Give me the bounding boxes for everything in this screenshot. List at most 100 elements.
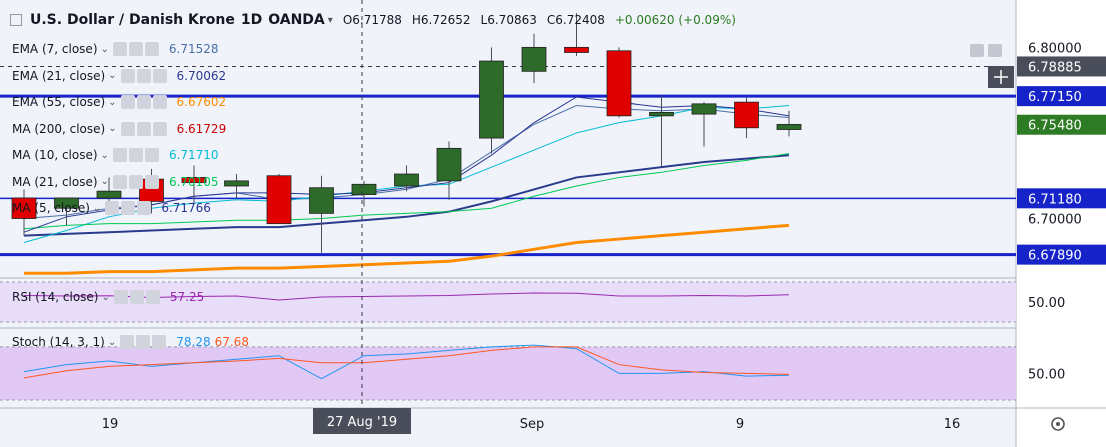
indicator-label: EMA (21, close) [12, 68, 106, 83]
close-icon[interactable] [137, 201, 152, 215]
collapse-icon[interactable] [10, 14, 22, 26]
eye-icon[interactable] [120, 121, 135, 136]
indicator-value: 6.71766 [161, 201, 211, 215]
settings-gear-icon[interactable] [1051, 417, 1065, 431]
settings-icon[interactable] [136, 95, 151, 109]
candle-body [691, 103, 717, 115]
rsi-label: RSI (14, close) [12, 290, 99, 304]
candle-body [224, 180, 249, 187]
stoch-d-line [23, 346, 790, 379]
price-tick-label: 6.70000 [1028, 213, 1082, 228]
ohlc-close: C6.72408 [546, 13, 605, 27]
settings-icon[interactable] [136, 121, 151, 136]
pane-buttons-icon[interactable] [970, 44, 1002, 57]
eye-icon[interactable] [120, 95, 135, 109]
indicator-label: MA (10, close) [12, 148, 98, 162]
settings-icon[interactable] [129, 290, 144, 304]
ohlc-low: L6.70863 [480, 13, 537, 27]
ohlc-change: +0.00620 (+0.09%) [614, 13, 736, 27]
chevron-down-icon[interactable]: ⌄ [100, 149, 109, 161]
overlay-ma21 [23, 152, 790, 230]
close-icon[interactable] [152, 335, 167, 349]
chevron-down-icon[interactable]: ⌄ [108, 96, 117, 108]
candles [11, 13, 802, 253]
indicator-label: EMA (55, close) [12, 95, 106, 109]
price-axis[interactable]: 6.80000 6.70000 6.78885 6.77150 6.75480 6.711… [1017, 41, 1106, 382]
legend-buttons [112, 148, 159, 162]
price-badge-label: 6.75480 [1028, 119, 1082, 134]
close-icon[interactable] [144, 42, 159, 56]
indicator-value: 6.70062 [176, 68, 227, 83]
crosshair-time-badge [313, 408, 411, 434]
chevron-down-icon[interactable]: ⌄ [100, 43, 109, 55]
settings-icon[interactable] [121, 201, 136, 215]
close-icon[interactable] [144, 174, 159, 189]
rsi-legend-row[interactable]: RSI (14, close) ⌄ 57.25 [12, 290, 204, 304]
indicator-legend-row[interactable]: MA (21, close) ⌄ 6.70105 [12, 174, 219, 189]
settings-icon[interactable] [128, 174, 143, 189]
symbol-title[interactable]: U.S. Dollar / Danish Krone [30, 12, 235, 28]
legend-buttons [112, 174, 159, 189]
price-badge [1017, 56, 1106, 77]
close-icon[interactable] [152, 68, 167, 83]
candle-body [734, 101, 759, 129]
chevron-down-icon[interactable]: ⌄ [108, 70, 117, 81]
price-badge-label: 6.71180 [1028, 192, 1082, 207]
stoch-band [0, 346, 1016, 401]
stoch-value: 78.28 [176, 335, 211, 349]
settings-icon[interactable] [128, 148, 143, 162]
close-icon[interactable] [144, 148, 159, 162]
chevron-down-icon[interactable]: ⌄ [100, 176, 109, 187]
chevron-down-icon[interactable]: ⌄ [108, 123, 117, 134]
price-tick-label: 6.80000 [1028, 41, 1082, 56]
indicator-legend-row[interactable]: EMA (7, close) ⌄ 6.71528 [12, 42, 219, 56]
chevron-down-icon[interactable]: ⌄ [101, 291, 110, 303]
candle-body [181, 177, 207, 183]
indicator-legend-row[interactable]: MA (200, close) ⌄ 6.61729 [12, 121, 226, 136]
candle-body [521, 46, 547, 72]
settings-icon[interactable] [128, 42, 143, 56]
legend-buttons [120, 121, 167, 136]
candle-body [11, 197, 37, 219]
candle-body [479, 60, 504, 139]
eye-icon[interactable] [112, 174, 127, 189]
indicator-value: 6.71710 [168, 148, 219, 162]
eye-icon[interactable] [112, 148, 127, 162]
chevron-down-icon[interactable]: ▾ [327, 14, 333, 26]
indicator-legend-row[interactable]: EMA (21, close) ⌄ 6.70062 [12, 68, 227, 83]
exchange-label: OANDA [268, 12, 325, 28]
close-icon[interactable] [152, 121, 167, 136]
indicator-value: 6.70105 [168, 174, 219, 189]
close-icon[interactable] [152, 95, 167, 109]
eye-icon[interactable] [105, 201, 120, 215]
rsi-value: 57.25 [169, 290, 205, 304]
interval-label[interactable]: 1D [240, 12, 263, 28]
close-icon[interactable] [145, 290, 160, 304]
indicator-legend-row[interactable]: EMA (55, close) ⌄ 6.67602 [12, 95, 226, 109]
settings-icon[interactable] [136, 68, 151, 83]
settings-icon[interactable] [136, 335, 151, 349]
eye-icon[interactable] [112, 42, 127, 56]
crosshair-time-label: 27 Aug '19 [327, 415, 397, 430]
stoch-legend-row[interactable]: Stoch (14, 3, 1) ⌄ 78.28 67.68 [12, 335, 249, 349]
eye-icon[interactable] [120, 68, 135, 83]
time-axis[interactable]: 19 Sep 9 16 27 Aug '19 [102, 408, 961, 434]
candle-body [394, 173, 419, 187]
chevron-down-icon[interactable]: ⌄ [92, 202, 102, 214]
time-tick-label: 19 [102, 417, 119, 432]
indicator-legend-row[interactable]: MA (10, close) ⌄ 6.71710 [12, 148, 219, 162]
candle-body [266, 175, 292, 225]
indicator-label: MA (200, close) [12, 121, 106, 136]
candle-body [96, 190, 122, 199]
candle-body [309, 187, 334, 214]
add-alert-plus-icon[interactable] [988, 66, 1014, 88]
eye-icon[interactable] [113, 290, 128, 304]
price-badge-label: 6.77150 [1028, 90, 1082, 105]
eye-icon[interactable] [120, 335, 135, 349]
chevron-down-icon[interactable]: ⌄ [107, 336, 117, 348]
candle-body [564, 46, 589, 53]
legend-buttons [120, 335, 167, 349]
price-badge [1017, 86, 1106, 107]
indicator-legend-row[interactable]: MA (5, close) ⌄ 6.71766 [12, 201, 211, 215]
